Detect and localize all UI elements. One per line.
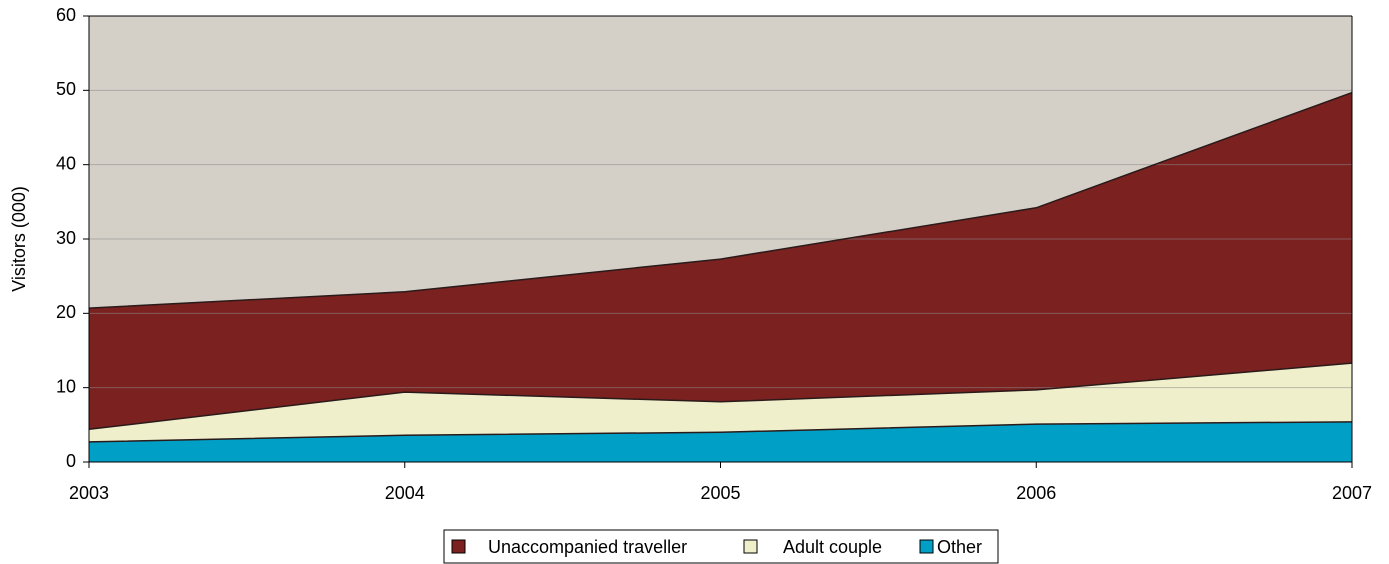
x-tick-label: 2007 bbox=[1332, 483, 1372, 503]
legend-swatch bbox=[743, 539, 758, 554]
area-edge bbox=[88, 421, 1353, 443]
legend-label: Unaccompanied traveller bbox=[488, 537, 687, 557]
y-axis-label: Visitors (000) bbox=[9, 186, 29, 292]
legend-swatch bbox=[919, 539, 934, 554]
y-tick-label: 50 bbox=[56, 79, 76, 99]
y-tick-label: 0 bbox=[66, 451, 76, 471]
area bbox=[89, 92, 1352, 430]
x-tick-label: 2003 bbox=[69, 483, 109, 503]
y-tick-label: 30 bbox=[56, 228, 76, 248]
area bbox=[89, 421, 1352, 462]
y-tick-label: 10 bbox=[56, 376, 76, 396]
y-tick-label: 60 bbox=[56, 5, 76, 25]
legend-label: Adult couple bbox=[783, 537, 882, 557]
x-tick-label: 2006 bbox=[1016, 483, 1056, 503]
area-edge bbox=[88, 362, 1353, 431]
y-tick-label: 20 bbox=[56, 302, 76, 322]
x-tick-label: 2005 bbox=[700, 483, 740, 503]
x-tick-label: 2004 bbox=[385, 483, 425, 503]
legend-swatch bbox=[451, 539, 466, 554]
area-edge bbox=[88, 91, 1353, 309]
legend-label: Other bbox=[937, 537, 982, 557]
legend-box bbox=[443, 529, 999, 564]
y-tick-label: 40 bbox=[56, 153, 76, 173]
